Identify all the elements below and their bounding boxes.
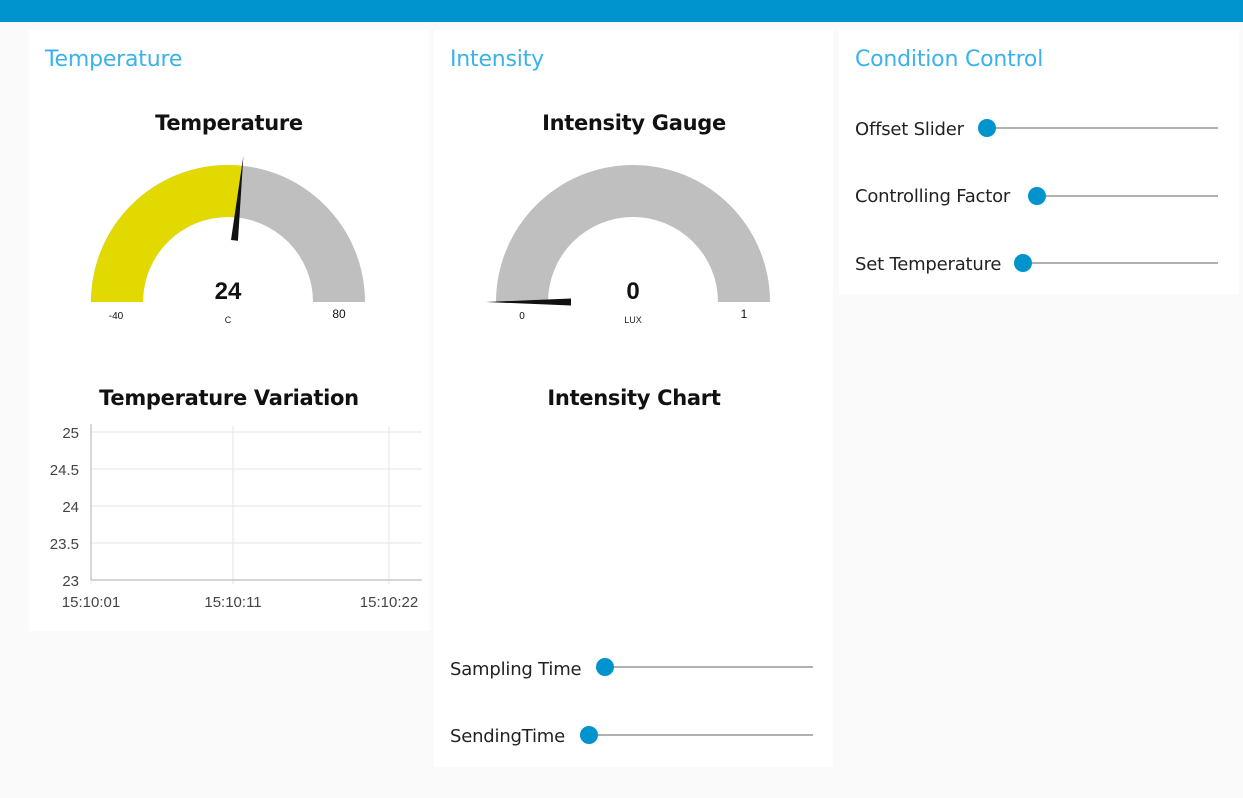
gauge-background-arc	[496, 165, 770, 302]
offset-slider-label: Offset Slider	[855, 119, 964, 140]
y-tick-label: 25	[62, 425, 79, 442]
sending-time-label: SendingTime	[450, 726, 566, 747]
x-tick-label: 15:10:01	[62, 594, 120, 611]
y-tick-label: 23.5	[50, 536, 79, 553]
controlling-factor-label: Controlling Factor	[855, 186, 1011, 207]
chart-title: Intensity Chart	[547, 386, 721, 410]
controlling-factor-slider[interactable]	[1028, 187, 1218, 205]
gauge-title: Temperature	[155, 111, 303, 135]
gauge-max-label: 1	[741, 307, 748, 321]
gauge-units: C	[225, 315, 232, 325]
sampling-time-label: Sampling Time	[450, 659, 582, 680]
temperature-gauge: 24 C -40 80	[91, 155, 365, 325]
temperature-group: Temperature Temperature 24 C -40 80 Temp…	[29, 30, 429, 631]
header-bar	[0, 0, 1243, 22]
gauge-min-label: -40	[109, 311, 124, 322]
y-tick-label: 23	[62, 573, 79, 590]
gauge-units: LUX	[624, 315, 642, 325]
gauge-needle	[486, 298, 571, 306]
gauge-value: 24	[215, 278, 242, 305]
gauge-title: Intensity Gauge	[542, 111, 726, 135]
slider-thumb[interactable]	[978, 119, 996, 137]
intensity-gauge: 0 LUX 0 1	[486, 165, 770, 325]
gauge-value-arc	[91, 164, 243, 302]
x-tick-label: 15:10:11	[204, 594, 261, 611]
temperature-variation-chart: 25 24.5 24 23.5 23 15:10:01 15:10:11 15:10:22	[50, 424, 422, 611]
sampling-time-slider[interactable]	[596, 658, 813, 676]
y-tick-label: 24	[62, 499, 79, 516]
slider-thumb[interactable]	[1028, 187, 1046, 205]
gauge-min-label: 0	[519, 311, 525, 322]
chart-title: Temperature Variation	[99, 386, 359, 410]
set-temperature-label: Set Temperature	[855, 254, 1002, 275]
offset-slider[interactable]	[978, 119, 1218, 137]
gauge-needle	[231, 155, 244, 241]
group-title: Intensity	[450, 47, 544, 72]
slider-thumb[interactable]	[1014, 254, 1032, 272]
gauge-value: 0	[626, 278, 639, 305]
intensity-group: Intensity Intensity Gauge 0 LUX 0 1 Inte…	[434, 30, 833, 767]
condition-control-group: Condition Control Offset Slider Controll…	[839, 30, 1239, 294]
group-title: Condition Control	[855, 47, 1044, 72]
y-tick-label: 24.5	[50, 462, 79, 479]
set-temperature-slider[interactable]	[1014, 254, 1218, 272]
group-title: Temperature	[45, 47, 183, 72]
sending-time-slider[interactable]	[580, 726, 813, 744]
slider-thumb[interactable]	[580, 726, 598, 744]
gauge-max-label: 80	[332, 307, 346, 321]
slider-thumb[interactable]	[596, 658, 614, 676]
x-tick-label: 15:10:22	[360, 594, 418, 611]
intensity-chart	[450, 420, 818, 640]
